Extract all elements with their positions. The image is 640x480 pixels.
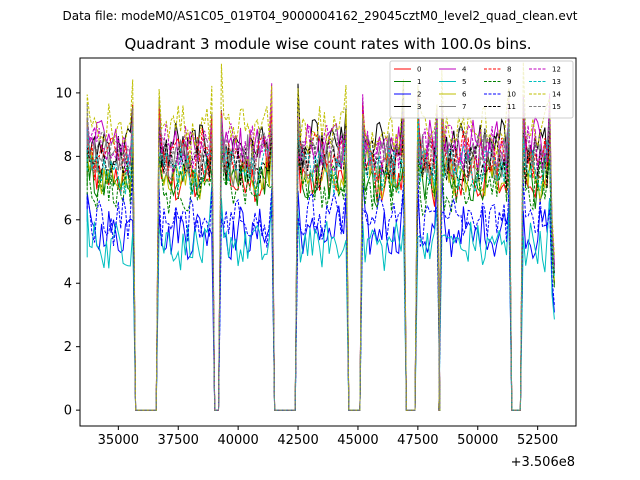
series-layer (86, 62, 555, 411)
x-tick-label: 52500 (517, 433, 558, 448)
y-tick-label: 10 (55, 86, 72, 101)
x-tick-label: 37500 (158, 433, 199, 448)
legend-label-9: 9 (507, 78, 511, 86)
x-tick-label: 47500 (397, 433, 438, 448)
legend-label-2: 2 (417, 91, 421, 99)
series-line-9 (86, 134, 555, 411)
legend-label-13: 13 (552, 78, 561, 86)
legend-label-5: 5 (462, 78, 466, 86)
legend-label-3: 3 (417, 103, 421, 111)
x-tick-label: 50000 (457, 433, 498, 448)
x-axis-offset-label: +3.506e8 (511, 455, 575, 470)
y-tick-label: 8 (64, 150, 72, 165)
x-axis: 35000 37500 40000 42500 45000 47500 50000 52500 (98, 426, 558, 448)
y-tick-label: 4 (64, 277, 72, 292)
x-tick-label: 35000 (98, 433, 139, 448)
legend-label-8: 8 (507, 66, 511, 74)
chart-title: Quadrant 3 module wise count rates with … (124, 35, 531, 53)
legend-label-0: 0 (417, 66, 421, 74)
legend-label-12: 12 (552, 66, 561, 74)
series-line-15 (86, 98, 555, 411)
x-tick-label: 40000 (217, 433, 258, 448)
y-tick-label: 0 (64, 404, 72, 419)
legend-label-15: 15 (552, 103, 561, 111)
y-tick-label: 2 (64, 340, 72, 355)
series-line-7 (86, 96, 555, 411)
legend-label-14: 14 (552, 91, 561, 99)
plot-frame (79, 57, 577, 427)
x-tick-label: 42500 (277, 433, 318, 448)
legend-label-4: 4 (462, 66, 467, 74)
x-tick-label: 45000 (337, 433, 378, 448)
legend-label-6: 6 (462, 91, 467, 99)
data-file-header: Data file: modeM0/AS1C05_019T04_90000041… (62, 9, 577, 23)
series-line-5 (86, 184, 555, 411)
legend-label-11: 11 (507, 103, 516, 111)
legend-label-7: 7 (462, 103, 466, 111)
legend-box (389, 60, 574, 119)
series-line-14 (86, 62, 555, 411)
series-line-10 (86, 174, 555, 411)
legend-label-10: 10 (507, 91, 516, 99)
legend-label-1: 1 (417, 78, 421, 86)
y-axis: 0 2 4 6 8 10 (55, 86, 80, 419)
y-tick-label: 6 (64, 213, 72, 228)
